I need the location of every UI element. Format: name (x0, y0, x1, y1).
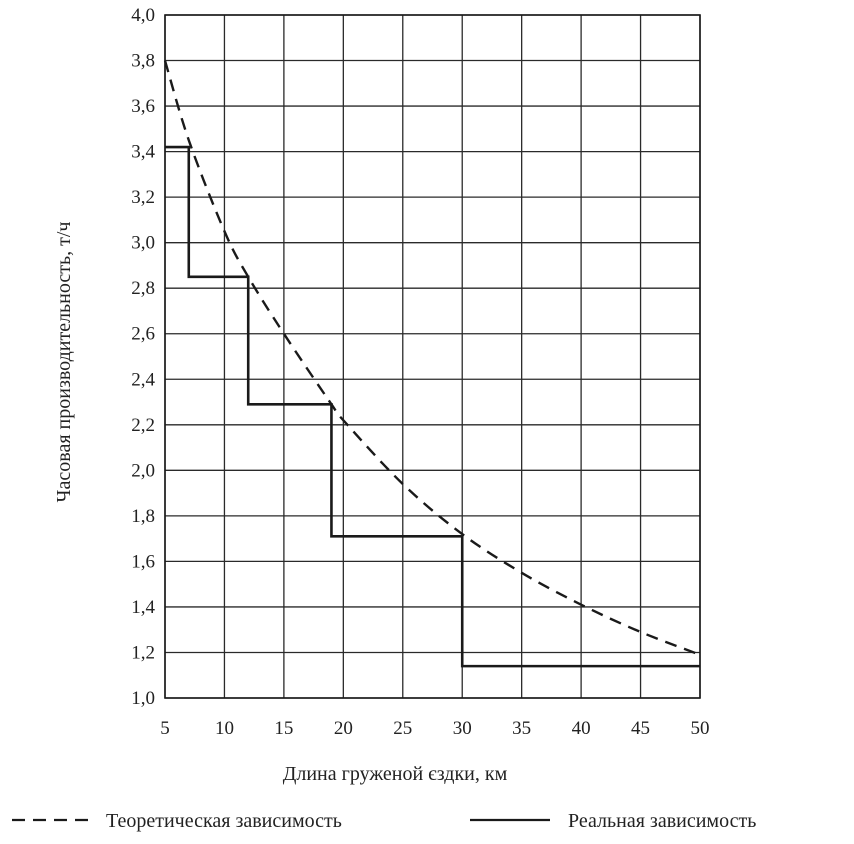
y-tick-label: 3,6 (131, 96, 155, 117)
y-tick-label: 3,2 (131, 187, 155, 208)
grid (164, 14, 701, 699)
x-tick-label: 40 (572, 718, 591, 739)
x-tick-label: 30 (453, 718, 472, 739)
x-axis-label: Длина груженой єздки, км (283, 763, 508, 785)
y-tick-label: 1,8 (131, 506, 155, 527)
series-theoretical-line (163, 60, 701, 656)
x-tick-label: 20 (334, 718, 353, 739)
x-tick-label: 35 (512, 718, 531, 739)
legend: Теоретическая зависимость Реальная завис… (12, 810, 756, 832)
y-tick-label: 1,4 (131, 597, 155, 618)
y-tick-label: 1,0 (131, 688, 155, 709)
x-tick-label: 45 (631, 718, 650, 739)
x-tick-label: 25 (393, 718, 412, 739)
y-tick-label: 2,2 (131, 415, 155, 436)
y-tick-labels: 1,0 1,2 1,4 1,6 1,8 2,0 2,2 2,4 2,6 2,8 3,0 3,2 3,4 3… (131, 5, 155, 709)
legend-label-theoretical: Теоретическая зависимость (106, 810, 342, 832)
x-tick-label: 5 (160, 718, 170, 739)
y-tick-label: 2,8 (131, 278, 155, 299)
x-tick-labels: 5 10 15 20 25 30 35 40 45 50 (160, 718, 709, 739)
series-layer (163, 60, 701, 668)
legend-label-real: Реальная зависимость (568, 810, 756, 832)
y-tick-label: 4,0 (131, 5, 155, 26)
y-axis-label: Часовая производительность, т/ч (53, 222, 75, 503)
x-tick-label: 50 (691, 718, 710, 739)
plot-frame (164, 14, 701, 699)
y-tick-label: 3,0 (131, 233, 155, 254)
series-real-line (165, 145, 700, 668)
y-tick-label: 3,4 (131, 142, 155, 163)
y-tick-label: 3,8 (131, 51, 155, 72)
x-tick-label: 15 (274, 718, 293, 739)
y-tick-label: 2,0 (131, 460, 155, 481)
y-tick-label: 1,2 (131, 642, 155, 663)
y-tick-label: 1,6 (131, 551, 155, 572)
x-tick-label: 10 (215, 718, 234, 739)
y-tick-label: 2,6 (131, 324, 155, 345)
y-tick-label: 2,4 (131, 369, 155, 390)
